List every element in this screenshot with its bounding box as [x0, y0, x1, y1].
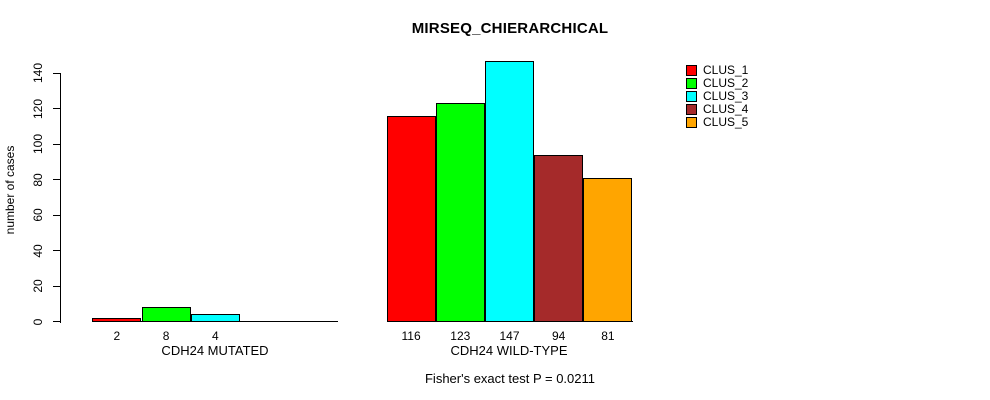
- y-tick: [53, 72, 60, 74]
- legend-swatch-clus_2: [686, 78, 697, 89]
- legend-item-clus_1: CLUS_1: [686, 64, 748, 77]
- y-tick: [53, 285, 60, 287]
- category-label-wild-type: CDH24 WILD-TYPE: [450, 343, 568, 358]
- legend-item-clus_3: CLUS_3: [686, 90, 748, 103]
- bar-value-label: 4: [211, 329, 219, 343]
- bar-value-label: 8: [162, 329, 170, 343]
- category-label-mutated: CDH24 MUTATED: [161, 343, 269, 358]
- bar-value-label: 2: [113, 329, 121, 343]
- y-tick: [53, 250, 60, 251]
- y-tick-label: 100: [31, 133, 45, 155]
- fisher-test-annotation: Fisher's exact test P = 0.0211: [424, 371, 595, 386]
- legend-item-clus_4: CLUS_4: [686, 103, 748, 116]
- bar-clus_3-wild-type: [484, 60, 535, 322]
- legend-label: CLUS_4: [703, 102, 749, 116]
- legend-item-clus_2: CLUS_2: [686, 77, 748, 90]
- y-tick-label: 60: [31, 208, 45, 222]
- legend-label: CLUS_1: [703, 63, 749, 77]
- bar-clus_1-mutated: [92, 317, 142, 322]
- y-axis-line: [60, 73, 61, 323]
- y-tick-label: 120: [31, 98, 45, 119]
- y-tick-label: 140: [31, 62, 45, 84]
- bar-clus_2-wild-type: [435, 103, 485, 322]
- legend-swatch-clus_1: [686, 65, 697, 76]
- bar-clus_1-wild-type: [386, 115, 436, 322]
- chart-title: MIRSEQ_CHIERARCHICAL: [411, 20, 609, 37]
- y-axis-label: number of cases: [3, 145, 17, 235]
- y-tick-label: 80: [31, 172, 45, 187]
- bar-value-label: 94: [552, 329, 566, 343]
- bar-value-label: 123: [450, 329, 471, 343]
- bar-value-label: 116: [401, 329, 421, 343]
- bar-clus_2-mutated: [141, 307, 191, 322]
- bar-clus_5-wild-type: [583, 177, 633, 322]
- legend-swatch-clus_3: [686, 91, 697, 102]
- bar-value-label: 81: [601, 329, 615, 343]
- y-tick-label: 40: [31, 243, 45, 258]
- y-tick-label: 20: [31, 279, 45, 293]
- y-tick: [53, 214, 60, 216]
- y-tick: [53, 143, 60, 145]
- y-tick-label: 0: [31, 318, 45, 325]
- bar-clus_4-wild-type: [534, 154, 584, 322]
- legend: CLUS_1 CLUS_2 CLUS_3 CLUS_4 CLUS_5: [686, 64, 748, 129]
- legend-item-clus_5: CLUS_5: [686, 116, 748, 129]
- bar-value-label: 147: [499, 329, 520, 343]
- y-tick: [53, 108, 60, 109]
- bar-clus_3-mutated: [190, 314, 240, 322]
- legend-label: CLUS_3: [703, 89, 749, 103]
- legend-swatch-clus_5: [686, 117, 697, 128]
- y-tick: [53, 321, 60, 322]
- legend-label: CLUS_2: [703, 76, 749, 90]
- legend-swatch-clus_4: [686, 104, 697, 115]
- y-tick: [53, 179, 60, 180]
- legend-label: CLUS_5: [703, 115, 749, 129]
